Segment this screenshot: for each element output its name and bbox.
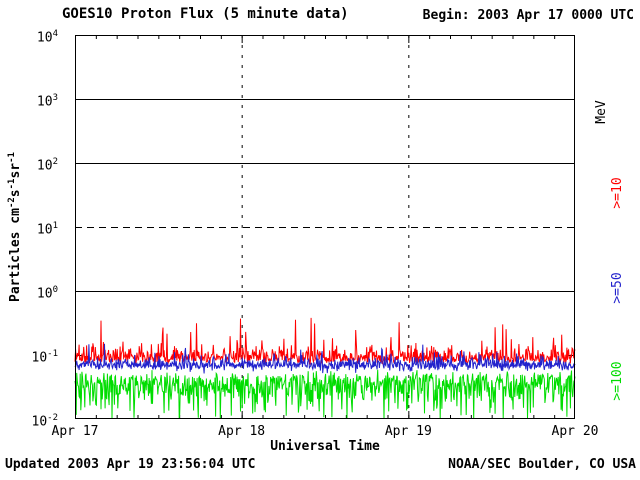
- legend-ge50-label: >=50: [610, 272, 625, 304]
- y-tick-label: 10-2: [31, 413, 59, 430]
- updated-timestamp: Updated 2003 Apr 19 23:56:04 UTC: [5, 457, 256, 472]
- begin-timestamp: Begin: 2003 Apr 17 0000 UTC: [422, 8, 634, 23]
- plot-area: [74, 35, 576, 420]
- legend-ge10-label: >=10: [610, 177, 625, 209]
- y-tick-label: 104: [36, 29, 58, 46]
- plot-border: [75, 35, 575, 419]
- x-tick-label: Apr 19: [384, 424, 432, 439]
- y-tick-label: 102: [36, 157, 58, 174]
- y-tick-label: 10-1: [31, 349, 59, 366]
- x-axis-label: Universal Time: [270, 439, 380, 454]
- legend-ge100-label: >=100: [610, 361, 625, 401]
- x-tick-label: Apr 18: [218, 424, 266, 439]
- right-axis-unit-label: MeV: [594, 100, 609, 124]
- chart-title: GOES10 Proton Flux (5 minute data): [62, 6, 349, 22]
- y-tick-label: 101: [36, 221, 58, 238]
- flux-series-1: [74, 343, 576, 374]
- x-tick-label: Apr 17: [51, 424, 99, 439]
- flux-series-0: [74, 317, 576, 365]
- flux-series-2: [74, 369, 576, 420]
- x-tick-label: Apr 20: [551, 424, 599, 439]
- source-credit: NOAA/SEC Boulder, CO USA: [448, 457, 636, 472]
- y-tick-label: 100: [36, 285, 58, 302]
- y-tick-label: 103: [36, 93, 58, 110]
- y-axis-label: Particles cm-2s-1sr-1: [6, 152, 24, 302]
